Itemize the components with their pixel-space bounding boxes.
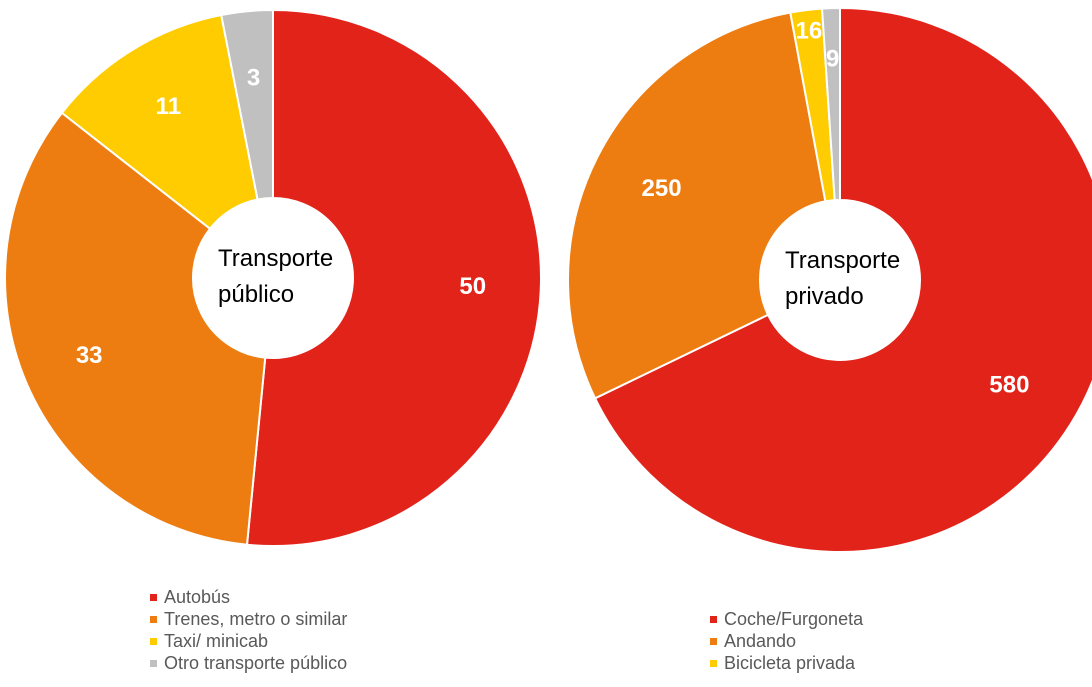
data-label: 50 (459, 273, 486, 300)
slice (220, 8, 274, 201)
data-label: 16 (795, 17, 822, 44)
slice (245, 8, 542, 547)
center-label-line: Transporte (218, 245, 333, 272)
slice (593, 6, 1092, 553)
data-label: 11 (156, 93, 181, 120)
center-label: Transporte privado (785, 247, 900, 310)
center-label-line: privado (785, 283, 864, 310)
slice (60, 13, 259, 231)
legend-swatch (150, 616, 157, 623)
legend-swatch (710, 616, 717, 623)
center-label-line: público (218, 281, 294, 308)
data-label: 250 (642, 175, 682, 202)
slice (820, 6, 841, 202)
center-label: Transporte público (218, 245, 333, 308)
legend-swatch (150, 638, 157, 645)
center-label-line: Transporte (785, 247, 900, 274)
legend-swatch (710, 660, 717, 667)
legend-label: Coche/Furgoneta (724, 609, 864, 629)
data-label: 33 (76, 342, 103, 369)
legend-label: Trenes, metro o similar (164, 609, 347, 629)
legend-label: Otro transporte público (164, 653, 347, 673)
legend-label: Andando (724, 631, 796, 651)
slice (4, 111, 267, 546)
legend-swatch (710, 638, 717, 645)
legend-swatch (150, 594, 157, 601)
data-label: 580 (989, 372, 1029, 399)
data-label: 3 (247, 64, 260, 91)
legend-swatch (150, 660, 157, 667)
legend-label: Bicicleta privada (724, 653, 856, 673)
slice (567, 11, 827, 400)
legend-label: Taxi/ minicab (164, 631, 268, 651)
data-label: 9 (826, 45, 839, 72)
legend-label: Autobús (164, 587, 230, 607)
